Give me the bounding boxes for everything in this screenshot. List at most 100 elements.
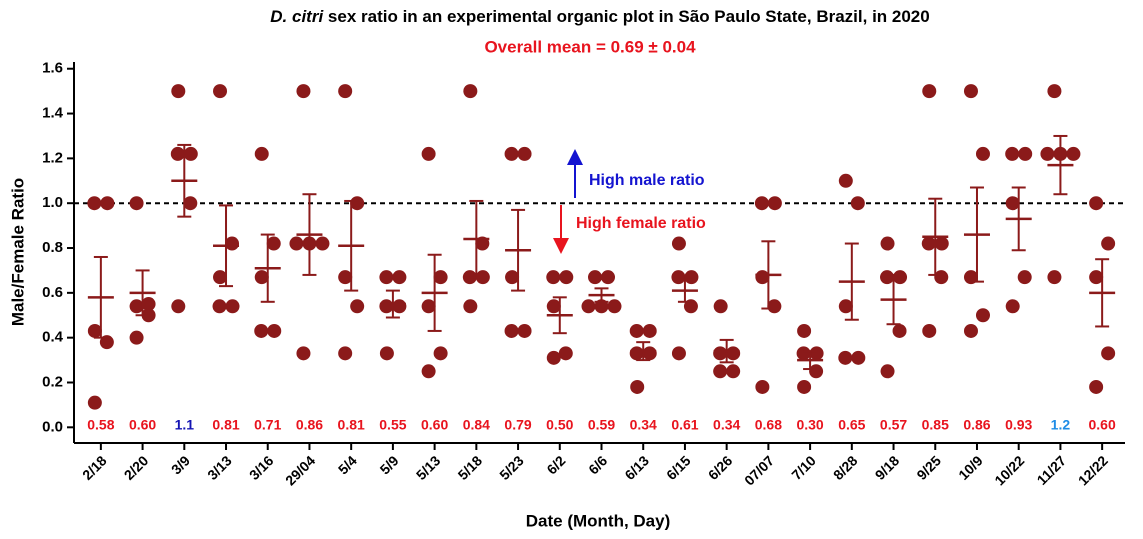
data-point bbox=[1005, 146, 1020, 161]
data-point bbox=[1047, 270, 1062, 285]
y-tick-label: 1.2 bbox=[42, 149, 63, 166]
x-tick-label: 11/27 bbox=[1034, 452, 1070, 488]
data-point bbox=[713, 299, 728, 314]
value-label: 0.86 bbox=[296, 417, 323, 433]
data-point bbox=[851, 350, 866, 365]
data-point bbox=[350, 196, 365, 211]
y-tick-label: 0.8 bbox=[42, 239, 63, 256]
x-tick-label: 07/07 bbox=[741, 452, 777, 488]
data-point bbox=[421, 299, 436, 314]
value-label: 0.65 bbox=[838, 417, 865, 433]
data-point bbox=[183, 196, 198, 211]
x-tick-label: 6/26 bbox=[705, 452, 736, 483]
data-point bbox=[934, 236, 949, 251]
data-point bbox=[922, 84, 937, 99]
value-label: 0.60 bbox=[1089, 417, 1116, 433]
data-point bbox=[767, 196, 782, 211]
data-point bbox=[546, 350, 561, 365]
value-label: 0.34 bbox=[630, 417, 657, 433]
x-tick-label: 6/15 bbox=[663, 452, 694, 483]
data-point bbox=[129, 330, 144, 345]
x-tick-label: 2/18 bbox=[79, 452, 110, 483]
data-point bbox=[505, 270, 520, 285]
data-point bbox=[975, 308, 990, 323]
data-point bbox=[100, 196, 115, 211]
x-tick-label: 10/9 bbox=[955, 452, 986, 483]
value-label: 0.79 bbox=[504, 417, 531, 433]
data-point bbox=[212, 299, 227, 314]
data-point bbox=[421, 146, 436, 161]
value-label: 0.84 bbox=[463, 417, 490, 433]
y-tick-label: 0.4 bbox=[42, 329, 64, 346]
data-point bbox=[379, 346, 394, 361]
data-point bbox=[504, 323, 519, 338]
data-point bbox=[838, 350, 853, 365]
data-point bbox=[171, 84, 186, 99]
data-point bbox=[755, 270, 770, 285]
data-point bbox=[213, 84, 228, 99]
data-point bbox=[797, 379, 812, 394]
data-point bbox=[642, 346, 657, 361]
data-point bbox=[671, 346, 686, 361]
data-point bbox=[880, 364, 895, 379]
data-point bbox=[588, 270, 602, 285]
value-label: 0.85 bbox=[922, 417, 949, 433]
annotation: High male ratio bbox=[589, 172, 705, 189]
data-point bbox=[141, 297, 156, 312]
data-point bbox=[1018, 146, 1033, 161]
data-point bbox=[225, 299, 240, 314]
data-point bbox=[1089, 196, 1104, 211]
data-point bbox=[893, 270, 908, 285]
data-point bbox=[225, 236, 240, 251]
value-label: 0.58 bbox=[87, 417, 114, 433]
data-point bbox=[87, 395, 102, 410]
data-point bbox=[392, 299, 407, 314]
data-point bbox=[433, 346, 448, 361]
data-point bbox=[338, 84, 353, 99]
data-point bbox=[546, 299, 561, 314]
data-point bbox=[921, 236, 936, 251]
data-point bbox=[392, 270, 407, 285]
data-point bbox=[1040, 146, 1055, 161]
annotation: High female ratio bbox=[576, 215, 706, 232]
value-label: 0.60 bbox=[421, 417, 448, 433]
data-point bbox=[1047, 84, 1062, 99]
y-axis-label: Male/Female Ratio bbox=[8, 178, 27, 326]
x-tick-label: 3/13 bbox=[204, 452, 235, 483]
value-label: 0.59 bbox=[588, 417, 615, 433]
x-tick-label: 10/22 bbox=[991, 452, 1027, 488]
data-point bbox=[254, 146, 269, 161]
x-tick-label: 6/2 bbox=[543, 452, 568, 477]
x-tick-label: 3/16 bbox=[246, 452, 277, 483]
data-point bbox=[1101, 346, 1116, 361]
y-tick-label: 1.4 bbox=[42, 105, 64, 122]
data-point bbox=[379, 270, 394, 285]
data-point bbox=[87, 196, 102, 211]
x-axis-label: Date (Month, Day) bbox=[526, 511, 671, 530]
data-point bbox=[517, 146, 532, 161]
y-tick-label: 1.6 bbox=[42, 60, 63, 77]
data-point bbox=[267, 323, 282, 338]
value-label: 1.1 bbox=[175, 417, 195, 433]
data-point bbox=[726, 364, 741, 379]
data-point bbox=[1089, 379, 1104, 394]
data-point bbox=[463, 299, 478, 314]
x-tick-label: 5/9 bbox=[377, 452, 402, 477]
x-tick-label: 8/28 bbox=[830, 452, 861, 483]
data-point bbox=[87, 323, 102, 338]
data-point bbox=[129, 299, 144, 314]
y-tick-label: 0.2 bbox=[42, 373, 63, 390]
x-tick-label: 29/04 bbox=[282, 452, 318, 488]
value-label: 0.61 bbox=[671, 417, 698, 433]
data-point bbox=[171, 299, 186, 314]
value-label: 0.71 bbox=[254, 417, 281, 433]
data-point bbox=[433, 270, 448, 285]
data-point bbox=[629, 323, 644, 338]
x-tick-label: 6/6 bbox=[585, 452, 610, 477]
data-point bbox=[671, 270, 686, 285]
data-point bbox=[809, 346, 824, 361]
data-point bbox=[796, 346, 811, 361]
data-point bbox=[1089, 270, 1104, 285]
data-point bbox=[629, 346, 644, 361]
